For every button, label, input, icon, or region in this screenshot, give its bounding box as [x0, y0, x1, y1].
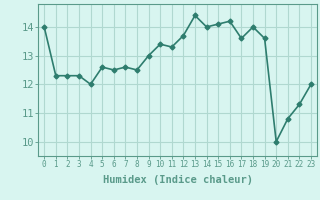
- X-axis label: Humidex (Indice chaleur): Humidex (Indice chaleur): [103, 175, 252, 185]
